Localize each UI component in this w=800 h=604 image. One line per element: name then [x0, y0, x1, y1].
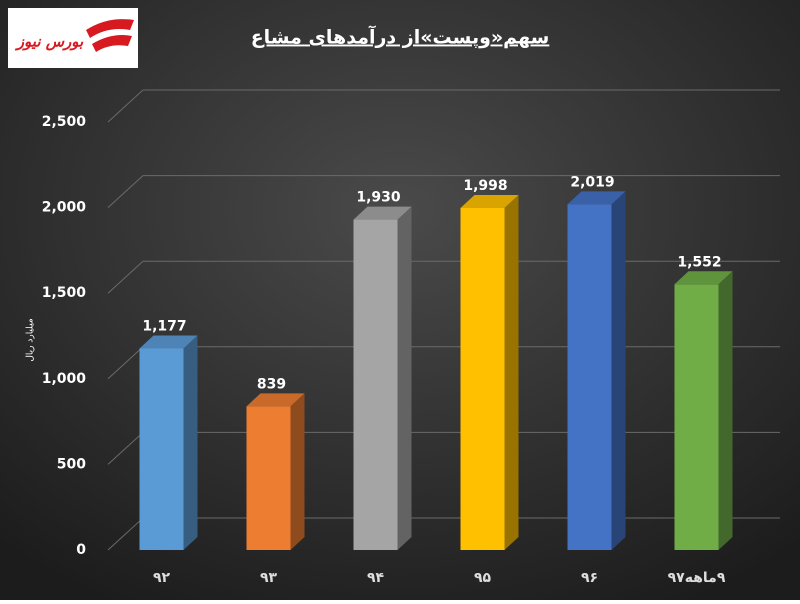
- y-axis-label: میلیارد ریال: [26, 318, 36, 362]
- bar-side: [504, 194, 519, 551]
- grid-line-side: [107, 432, 144, 465]
- value-label: 2,019: [570, 174, 614, 190]
- bar: [139, 348, 184, 550]
- x-tick-label: ۹۲: [153, 570, 171, 586]
- y-tick-label: 1,000: [42, 371, 87, 387]
- bar-3d: [567, 191, 626, 550]
- logo-icon: [86, 19, 134, 52]
- x-tick-label: ۹۴: [367, 570, 385, 586]
- bar-3d: [353, 206, 412, 551]
- x-tick-label: ۹ماهه۹۷: [668, 570, 726, 586]
- grid-line-side: [107, 89, 144, 123]
- y-tick-label: 2,500: [42, 114, 87, 130]
- bar: [674, 284, 719, 550]
- grid-line-side: [107, 517, 144, 551]
- grid-line-side: [107, 260, 144, 294]
- chart-title: سهم«وپست»از درآمدهای مشاع: [251, 25, 550, 49]
- y-tick-label: 0: [76, 542, 86, 558]
- bar-3d: [139, 335, 198, 550]
- bar-top: [460, 194, 519, 208]
- value-label: 1,998: [463, 178, 507, 194]
- bar-top: [353, 206, 412, 220]
- value-label: 839: [257, 376, 286, 392]
- bar: [353, 219, 398, 551]
- value-label: 1,930: [356, 190, 401, 206]
- bar-side: [718, 271, 733, 550]
- x-tick-label: ۹۶: [581, 570, 598, 586]
- logo: بورس نیوز: [8, 8, 138, 68]
- y-tick-label: 2,000: [42, 200, 87, 216]
- bar-top: [139, 335, 198, 349]
- grid-line-side: [107, 346, 144, 380]
- bar-side: [611, 191, 626, 550]
- bar-top: [246, 393, 305, 407]
- bar-3d: [460, 194, 519, 551]
- grid-line-side: [107, 175, 144, 208]
- value-label: 1,177: [142, 318, 186, 334]
- bar-top: [674, 271, 733, 285]
- y-tick-label: 500: [57, 456, 86, 472]
- bar-3d: [674, 271, 733, 550]
- bar-3d: [246, 393, 305, 550]
- bar-top: [567, 191, 626, 205]
- x-tick-label: ۹۵: [474, 570, 492, 586]
- bar: [567, 204, 612, 550]
- logo-text: بورس نیوز: [15, 33, 84, 51]
- x-tick-label: ۹۳: [260, 570, 278, 586]
- bar: [460, 207, 505, 551]
- bar-side: [290, 393, 305, 550]
- y-tick-label: 1,500: [42, 285, 87, 301]
- bar: [246, 406, 291, 550]
- bar-side: [397, 206, 412, 551]
- value-label: 1,552: [677, 254, 721, 270]
- bar-side: [183, 335, 198, 550]
